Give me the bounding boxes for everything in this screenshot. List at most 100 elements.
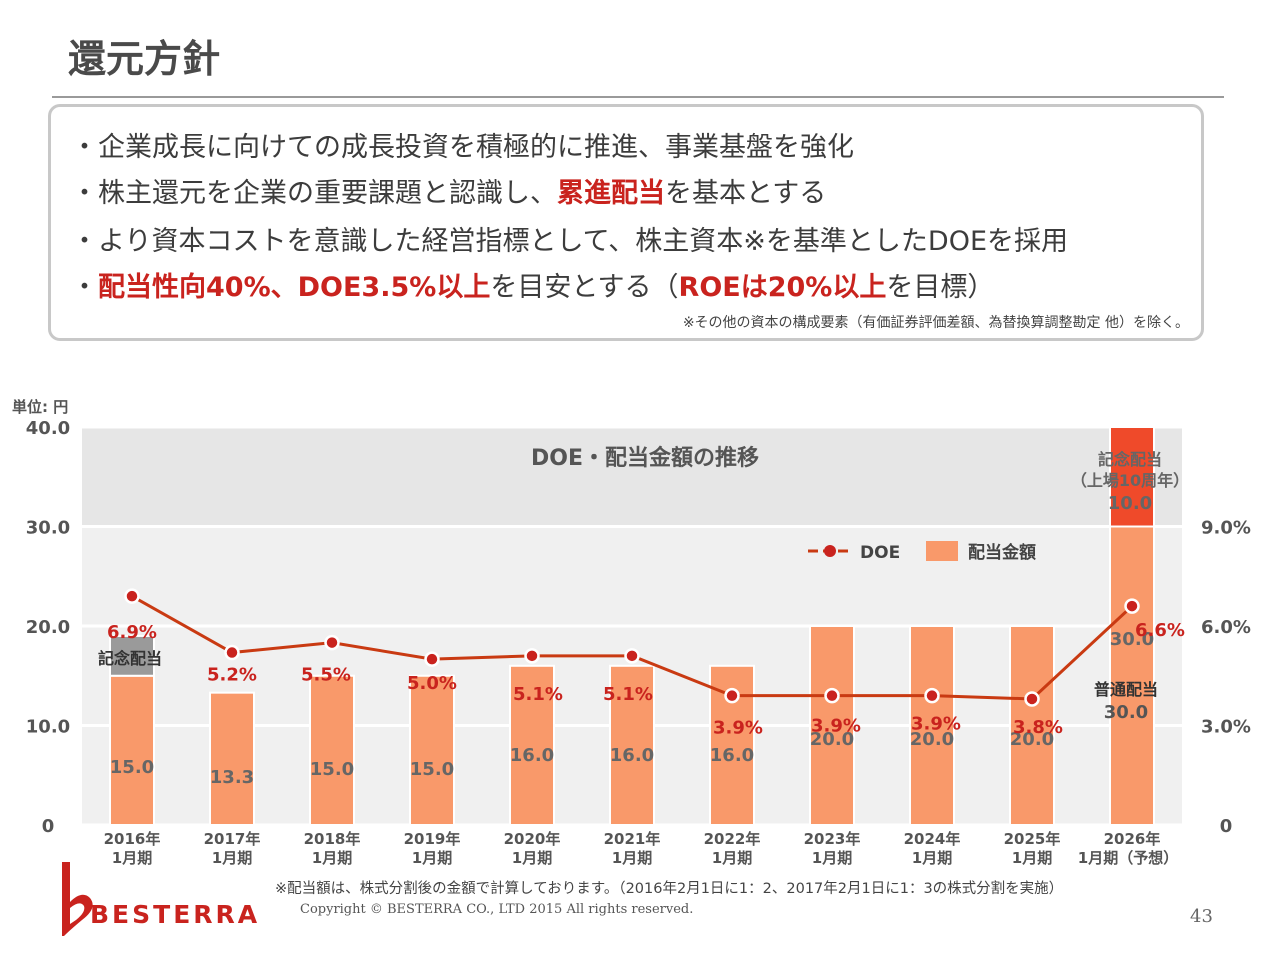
x-tick-label-period: 1月期 — [312, 849, 352, 867]
y2-tick-label: 9.0% — [1201, 518, 1251, 539]
title-divider — [52, 96, 1224, 98]
doe-value-label: 3.9% — [811, 716, 861, 737]
bar-value-label: 13.3 — [210, 767, 254, 788]
y-tick-label: 40.0 — [26, 418, 70, 439]
doe-value-label: 5.2% — [207, 665, 257, 686]
commemorative-value-2026: 10.0 — [1108, 493, 1152, 514]
legend-dividend-label: 配当金額 — [968, 542, 1036, 563]
bar-value-label: 15.0 — [110, 757, 154, 778]
x-tick-label-year: 2023年 — [804, 830, 861, 848]
legend-doe-marker — [824, 545, 836, 557]
dividend-bar — [109, 674, 155, 826]
bar-value-label: 20.0 — [1010, 729, 1054, 750]
x-tick-label-year: 2017年 — [204, 830, 261, 848]
doe-value-label: 3.9% — [911, 714, 961, 735]
x-tick-label-period: 1月期 — [812, 849, 852, 867]
y-tick-label: 30.0 — [26, 518, 70, 539]
x-tick-label-period: 1月期 — [412, 849, 452, 867]
dividend-doe-chart: 0 10.0 20.0 30.0 40.0 0 3.0% 6.0% 9.0% DOE・配当金額の推… — [26, 418, 1251, 867]
bar-value-label: 15.0 — [310, 759, 354, 780]
doe-point — [1124, 598, 1140, 614]
bar-value-label: 20.0 — [810, 729, 854, 750]
bar-value-label: 30.0 — [1110, 629, 1154, 650]
y-tick-label: 20.0 — [26, 617, 70, 638]
doe-value-label: 3.8% — [1013, 717, 1063, 738]
doe-point — [824, 687, 840, 704]
dividend-bar — [409, 674, 455, 826]
x-tick-label-period: 1月期 — [1012, 849, 1052, 867]
commemorative-label-2016: 記念配当 — [98, 649, 162, 668]
bullet-2-highlight: 累進配当 — [557, 178, 665, 209]
y2-tick-label: 0 — [1220, 816, 1233, 837]
x-tick-label-year: 2020年 — [504, 830, 561, 848]
bullet-4-text-b: を目安とする（ — [490, 272, 679, 303]
policy-box: ・企業成長に向けての成長投資を積極的に推進、事業基盤を強化 ・株主還元を企業の重… — [48, 104, 1204, 341]
x-tick-label-period: 1月期 — [912, 849, 952, 867]
x-tick-label-period: 1月期 — [512, 849, 552, 867]
commemorative-bar — [1109, 426, 1155, 528]
x-tick-label-year: 2022年 — [704, 830, 761, 848]
x-tick-label-year: 2018年 — [304, 830, 361, 848]
doe-value-label: 3.9% — [713, 718, 763, 739]
chart-title: DOE・配当金額の推移 — [531, 445, 759, 471]
x-tick-label-period: 1月期 — [212, 849, 252, 867]
unit-label: 単位: 円 — [12, 398, 69, 416]
bar-value-label: 16.0 — [710, 745, 754, 766]
doe-point — [324, 634, 340, 651]
plot-top-band — [82, 427, 1182, 527]
bar-value-label: 15.0 — [410, 759, 454, 780]
dividend-bar — [209, 691, 255, 827]
page-title: 還元方針 — [68, 37, 221, 81]
bullet-2-text-b: を基本とする — [665, 178, 827, 209]
bullet-1-text: ・企業成長に向けての成長投資を積極的に推進、事業基盤を強化 — [71, 132, 854, 163]
doe-value-label: 5.5% — [301, 665, 351, 686]
box-footnote: ※その他の資本の構成要素（有価証券評価差額、為替換算調整勘定 他）を除く。 — [682, 315, 1189, 331]
doe-value-label: 5.1% — [513, 684, 563, 705]
x-tick-label-period: 1月期 — [712, 849, 752, 867]
dividend-bar — [709, 664, 755, 826]
dividend-bar — [1109, 525, 1155, 826]
doe-point — [124, 588, 140, 604]
bullet-4-highlight-a: 配当性向40%、DOE3.5%以上 — [98, 272, 491, 303]
besterra-logo-mark — [62, 862, 93, 936]
logo-text: BESTERRA — [90, 900, 261, 929]
bar-value-label: 16.0 — [610, 745, 654, 766]
bar-value-label: 20.0 — [910, 729, 954, 750]
x-tick-label-year: 2019年 — [404, 830, 461, 848]
doe-value-label: 6.9% — [107, 622, 157, 643]
x-tick-label-period: 1月期 — [112, 849, 152, 867]
doe-point — [624, 648, 640, 664]
dividend-bar — [809, 625, 855, 826]
policy-bullet-1: ・企業成長に向けての成長投資を積極的に推進、事業基盤を強化 — [71, 125, 854, 164]
doe-point — [224, 644, 240, 661]
bullet-4-text-a: ・ — [71, 272, 98, 303]
x-tick-label-year: 2021年 — [604, 830, 661, 848]
doe-value-label: 5.0% — [407, 673, 457, 694]
commemorative-label-2026: 記念配当 — [1098, 450, 1162, 469]
page-number: 43 — [1190, 906, 1213, 927]
bullet-2-text-a: ・株主還元を企業の重要課題と認識し、 — [71, 178, 557, 209]
copyright: Copyright © BESTERRA CO., LTD 2015 All r… — [300, 902, 694, 917]
x-tick-label-year: 2025年 — [1004, 830, 1061, 848]
dividend-bar — [1009, 625, 1055, 826]
bullet-4-highlight-b: ROEは20%以上 — [678, 272, 887, 303]
doe-point — [424, 651, 440, 667]
x-tick-label-period: 1月期（予想） — [1078, 849, 1178, 867]
policy-bullet-2: ・株主還元を企業の重要課題と認識し、累進配当を基本とする — [71, 171, 826, 210]
dividend-bar — [909, 625, 955, 826]
doe-point — [924, 687, 940, 704]
doe-value-label: 5.1% — [603, 684, 653, 705]
commemorative-bar — [109, 634, 155, 677]
x-tick-label-year: 2026年 — [1104, 830, 1161, 848]
doe-point — [524, 648, 540, 664]
bar-value-label: 16.0 — [510, 745, 554, 766]
y-tick-label: 10.0 — [26, 717, 70, 738]
x-tick-label-year: 2024年 — [904, 830, 961, 848]
doe-point — [1024, 691, 1040, 707]
policy-bullet-4: ・配当性向40%、DOE3.5%以上を目安とする（ROEは20%以上を目標） — [71, 265, 994, 304]
policy-bullet-3: ・より資本コストを意識した経営指標として、株主資本※を基準としたDOEを採用 — [71, 219, 1068, 258]
commemorative-sub-2026: （上場10周年） — [1071, 471, 1189, 490]
regular-dividend-value: 30.0 — [1104, 702, 1148, 723]
doe-value-label: 6.6% — [1135, 620, 1185, 641]
dividend-bar — [509, 664, 555, 826]
